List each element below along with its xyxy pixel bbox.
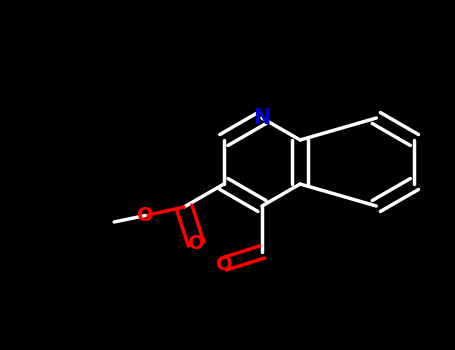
Text: O: O <box>216 254 233 273</box>
Text: O: O <box>137 206 153 225</box>
Text: N: N <box>253 108 271 128</box>
Text: O: O <box>188 234 204 253</box>
